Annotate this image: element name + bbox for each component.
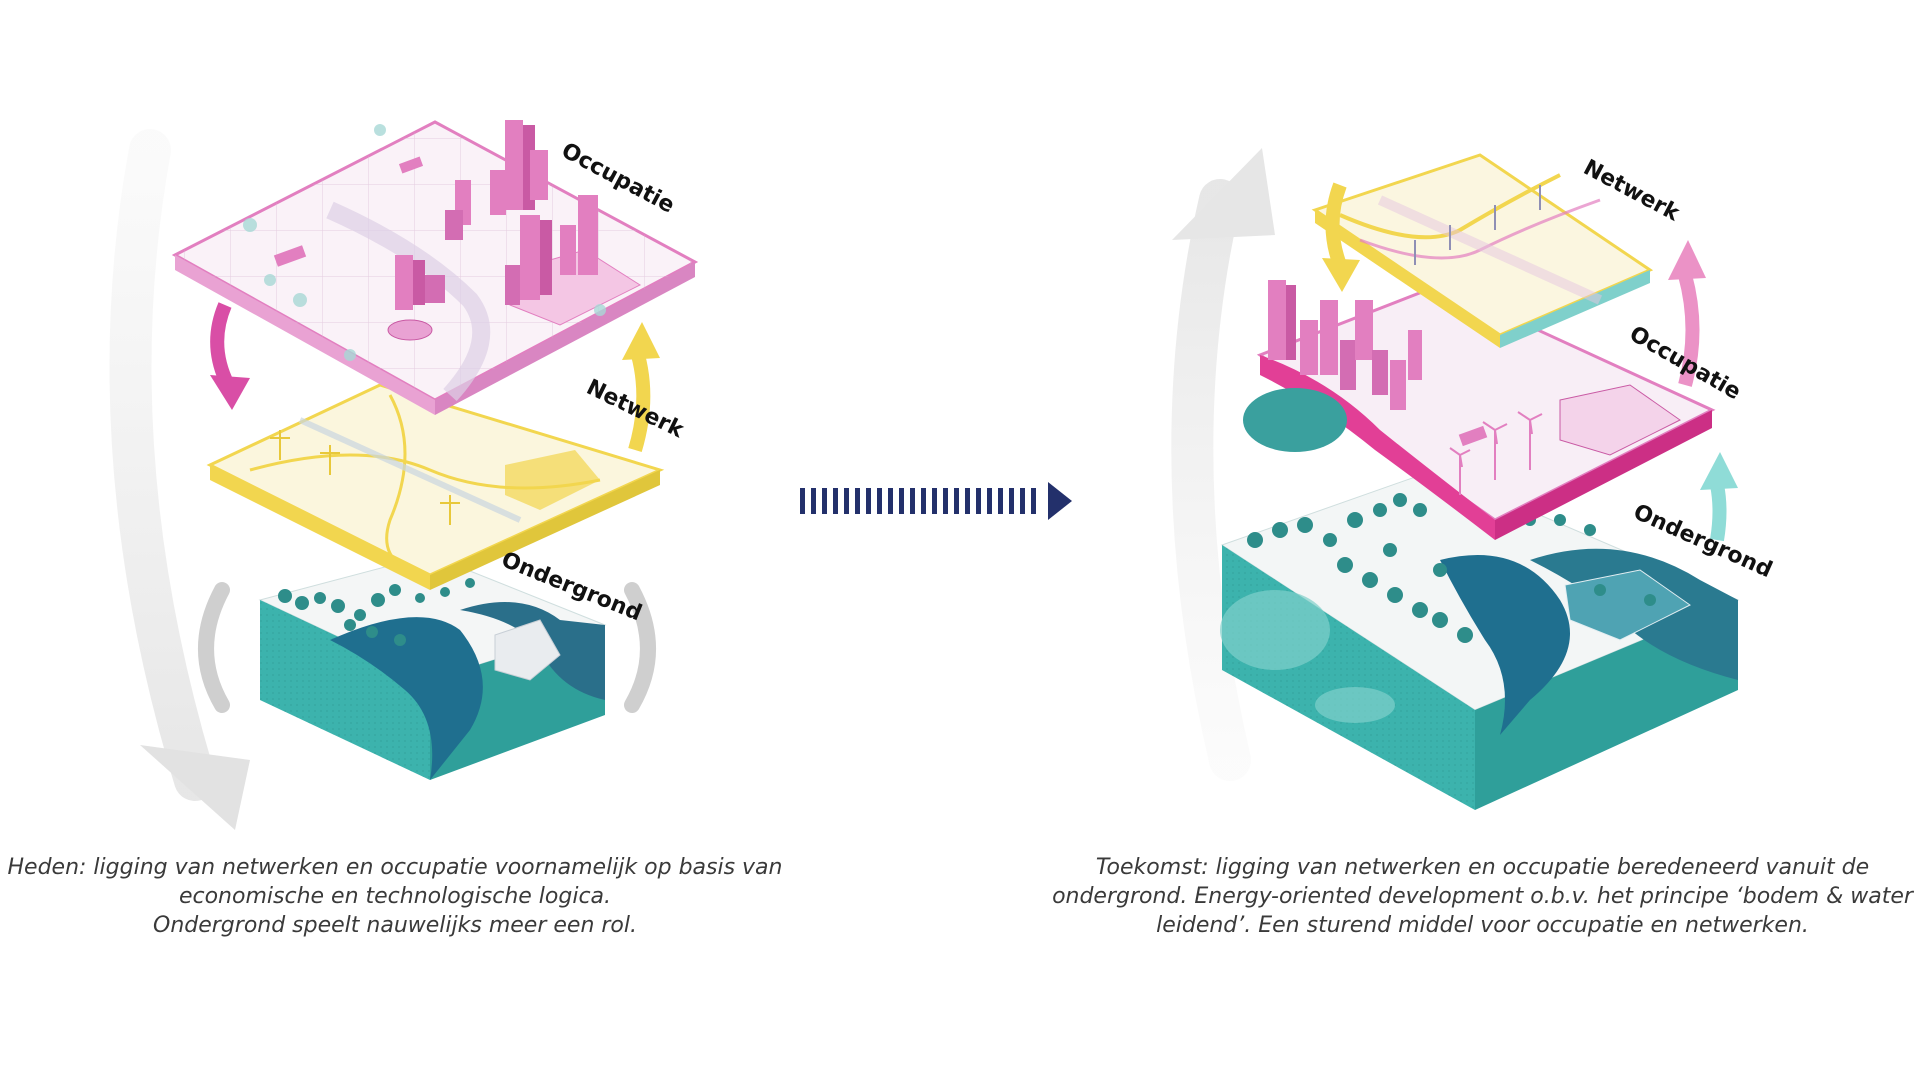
left-occupatie-layer [171,120,699,415]
caption-heden-line-2: economische en technologische logica. [178,884,612,909]
circular-arrow-icon [1171,148,1275,781]
caption-heden-line-1: Heden: ligging van netwerken en occupati… [7,855,783,880]
transition-arrow-dash [910,488,915,514]
power-pylon-icon [270,430,460,525]
left-diagram: Occupatie Netwerk Ondergrond [109,120,699,830]
transition-arrow-dash [833,488,838,514]
right-label-netwerk: Netwerk [1579,155,1684,227]
right-diagram: Netwerk Occupatie Ondergrond [1171,148,1776,810]
transition-arrow-dash [855,488,860,514]
transition-arrow-dash [1031,488,1036,514]
power-pylon-icon [1414,185,1541,265]
transition-arrow-dash [822,488,827,514]
occupatie-arrow-icon [1668,240,1706,387]
wind-turbine-icon [1449,411,1543,495]
transition-arrow-dash [844,488,849,514]
right-occupatie-layer [1243,280,1716,540]
ondergrond-arrow-icon [1700,452,1738,542]
transition-arrow-dash [987,488,992,514]
circular-arrow-icon [109,129,250,830]
right-netwerk-layer [1311,153,1654,348]
caption-toekomst: Toekomst: ligging van netwerken en occup… [1045,853,1920,940]
transition-arrow-dash [976,488,981,514]
transition-arrow-dash [899,488,904,514]
occupatie-arrow-icon [210,302,250,410]
left-bracket-icon [198,582,230,713]
transition-arrow-dash [811,488,816,514]
transition-arrow-dash [1009,488,1014,514]
transition-arrow-icon [800,482,1072,520]
netwerk-arrow-icon [622,322,660,453]
building-icon [1268,280,1488,447]
transition-arrow-dash [866,488,871,514]
transition-arrow-dash [921,488,926,514]
left-ondergrond-layer [258,554,607,780]
transition-arrow-dash [1020,488,1025,514]
transition-arrow-head [1048,482,1072,520]
building-icon [273,120,598,341]
transition-arrow-dash [954,488,959,514]
caption-heden-line-3: Ondergrond speelt nauwelijks meer een ro… [153,913,637,938]
transition-arrow-dash [800,488,805,514]
left-netwerk-layer [206,383,665,590]
transition-arrow-dash [998,488,1003,514]
right-bracket-icon [624,582,656,713]
caption-toekomst-line-2: ondergrond. Energy-oriented development … [1052,884,1913,909]
transition-arrow-dash [877,488,882,514]
transition-arrow-dash [943,488,948,514]
right-ondergrond-layer [1220,469,1740,810]
transition-arrow-dash [965,488,970,514]
netwerk-arrow-icon [1322,182,1360,292]
transition-arrow-dash [932,488,937,514]
transition-arrow-dash [888,488,893,514]
caption-heden: Heden: ligging van netwerken en occupati… [0,853,790,940]
caption-toekomst-line-3: leidend’. Een sturend middel voor occupa… [1156,913,1809,938]
caption-toekomst-line-1: Toekomst: ligging van netwerken en occup… [1095,855,1870,880]
